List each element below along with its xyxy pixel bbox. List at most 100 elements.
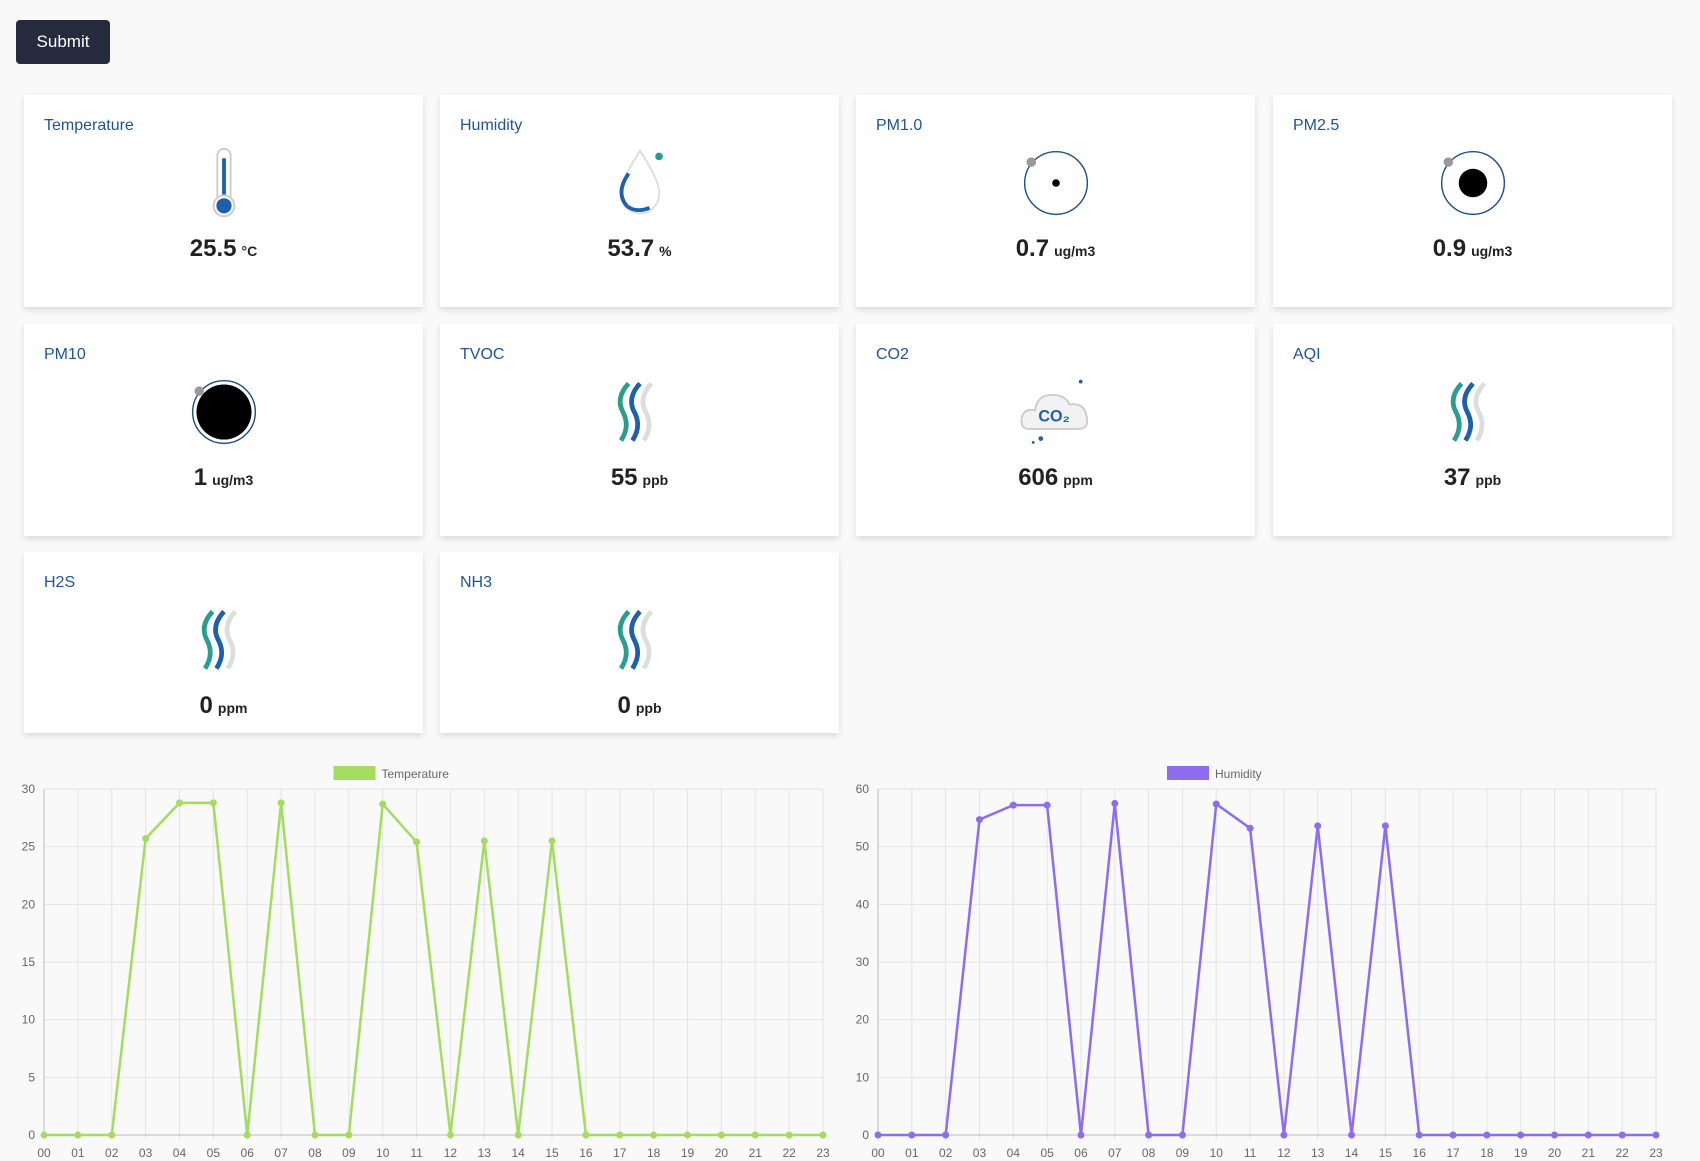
sensor-card: PM10 1 ug/m3: [24, 324, 423, 536]
x-tick-label: 03: [973, 1146, 987, 1160]
value: 55: [610, 464, 638, 491]
icon-shape: [1020, 393, 1088, 431]
point: [175, 799, 183, 807]
point: [1652, 1131, 1660, 1139]
x-tick-label: 00: [871, 1146, 885, 1160]
x-tick-label: 04: [1007, 1146, 1021, 1160]
point: [616, 1131, 624, 1139]
point: [1415, 1131, 1423, 1139]
x-tick-label: 13: [478, 1146, 492, 1160]
point: [1077, 1131, 1085, 1139]
x-tick-label: 14: [511, 1146, 525, 1160]
point: [345, 1131, 353, 1139]
x-tick-label: 10: [376, 1146, 390, 1160]
card-icon: [619, 148, 663, 215]
value: 0: [199, 692, 213, 719]
x-tick-label: 17: [613, 1146, 627, 1160]
icon-shape: [1458, 168, 1487, 198]
x-tick-label: 18: [647, 1146, 661, 1160]
point: [243, 1131, 251, 1139]
value: 1: [193, 464, 208, 491]
sensor-card: Humidity 53.7%: [440, 95, 839, 307]
card-icon: [191, 379, 256, 445]
x-tick-label: 06: [1074, 1146, 1088, 1160]
point: [1212, 800, 1220, 808]
card-title: PM10: [44, 346, 86, 363]
x-tick-label: 23: [1649, 1146, 1663, 1160]
x-tick-label: 07: [274, 1146, 288, 1160]
card-value: 55 ppb: [440, 464, 839, 492]
card-value: 0 ppb: [440, 692, 839, 720]
point: [40, 1131, 48, 1139]
x-tick-label: 17: [1446, 1146, 1460, 1160]
point: [480, 837, 488, 845]
legend-swatch: [1167, 766, 1209, 780]
unit: °C: [241, 243, 258, 259]
card-value: 606 ppm: [856, 464, 1255, 492]
y-tick-label: 30: [22, 782, 36, 796]
value: 37: [1443, 464, 1471, 491]
icon-shape: [617, 381, 630, 442]
y-tick-label: 30: [856, 955, 870, 969]
sensor-card: AQI 37 ppb: [1273, 324, 1672, 536]
x-tick-label: 03: [139, 1146, 153, 1160]
card-value: 37 ppb: [1273, 464, 1672, 492]
x-tick-label: 19: [681, 1146, 695, 1160]
x-tick-label: 00: [37, 1146, 51, 1160]
submit-button[interactable]: Submit: [16, 20, 110, 64]
x-tick-label: 02: [105, 1146, 119, 1160]
point: [548, 837, 556, 845]
x-tick-label: 15: [545, 1146, 559, 1160]
icon-shape: [1450, 381, 1463, 442]
x-tick-label: 08: [308, 1146, 322, 1160]
card-value: 0.7 ug/m3: [856, 235, 1255, 263]
sensor-card: Temperature 25.5 °C: [24, 95, 423, 307]
point: [1517, 1131, 1525, 1139]
line: [44, 801, 823, 1137]
card-icon: [617, 609, 653, 670]
y-tick-label: 0: [28, 1128, 35, 1142]
x-tick-label: 12: [444, 1146, 458, 1160]
point: [650, 1131, 658, 1139]
x-tick-label: 11: [1244, 1146, 1257, 1160]
card-icon: [212, 147, 235, 218]
x-tick-label: 16: [579, 1146, 593, 1160]
unit: ppb: [1475, 472, 1502, 488]
x-tick-label: 23: [816, 1146, 830, 1160]
x-tick-label: 11: [410, 1146, 423, 1160]
y-tick-label: 25: [22, 840, 36, 854]
point: [874, 1131, 882, 1139]
x-tick-label: 18: [1480, 1146, 1494, 1160]
x-tick-label: 04: [173, 1146, 187, 1160]
x-tick-label: 05: [1040, 1146, 1054, 1160]
point: [1246, 824, 1254, 832]
y-tick-label: 50: [856, 840, 870, 854]
point: [514, 1131, 522, 1139]
card-title: Humidity: [460, 117, 523, 134]
icon-shape: [221, 158, 226, 199]
point: [209, 799, 217, 807]
point: [413, 838, 421, 846]
icon-shape: [1461, 381, 1475, 442]
icon-shape: [654, 152, 663, 161]
icon-shape: [1443, 157, 1453, 167]
point: [74, 1131, 82, 1139]
card-value: 0 ppm: [24, 692, 423, 720]
x-tick-label: 21: [1582, 1146, 1596, 1160]
icon-shape: [215, 198, 232, 214]
y-tick-label: 5: [28, 1070, 35, 1084]
card-value: 0.9 ug/m3: [1273, 235, 1672, 263]
unit: ppm: [217, 700, 248, 716]
unit: ug/m3: [212, 472, 254, 488]
x-tick-label: 19: [1514, 1146, 1528, 1160]
icon-shape: [1078, 379, 1083, 384]
y-tick-label: 10: [22, 1013, 36, 1027]
point: [975, 816, 983, 824]
x-tick-label: 21: [749, 1146, 763, 1160]
point: [108, 1131, 116, 1139]
x-tick-label: 09: [1176, 1146, 1190, 1160]
point: [311, 1131, 319, 1139]
legend-label: Humidity: [1215, 767, 1262, 781]
point: [1584, 1131, 1592, 1139]
